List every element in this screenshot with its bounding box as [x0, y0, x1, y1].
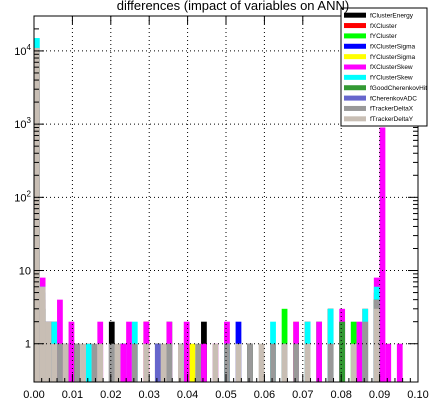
bar	[45, 321, 52, 382]
x-tick-label: 0.01	[62, 389, 83, 401]
legend-swatch	[344, 95, 366, 101]
bar	[166, 343, 173, 382]
legend-label: fXClusterSkew	[370, 64, 413, 71]
y-tick-label: 1	[25, 339, 31, 351]
bar	[281, 343, 288, 382]
series-fTrackerDeltaY	[34, 47, 380, 383]
bar	[160, 343, 167, 382]
legend-label: fXClusterSigma	[370, 43, 416, 50]
bar	[339, 321, 346, 382]
bar	[212, 343, 219, 382]
x-tick-label: 0.04	[177, 389, 198, 401]
bar	[120, 343, 127, 382]
legend: fClusterEnergy fXCluster fYCluster fXCluste…	[340, 7, 428, 127]
bar	[114, 343, 121, 382]
x-tick-label: 0.08	[330, 389, 351, 401]
bar	[396, 343, 403, 382]
legend-label: fTrackerDeltaX	[370, 106, 414, 113]
bar	[195, 343, 202, 382]
bar	[270, 343, 276, 382]
bar	[224, 343, 230, 382]
grid-layer	[34, 16, 418, 382]
bar	[201, 343, 207, 382]
legend-swatch	[344, 23, 366, 29]
x-tick-label: 0.09	[369, 389, 390, 401]
bar	[62, 343, 69, 382]
bar	[34, 47, 40, 383]
bar	[39, 286, 46, 382]
ticks-layer: 0.00 0.01 0.02 0.03 0.04 0.05 0.06 0.07 0.08 0.09…	[14, 16, 429, 401]
legend-label: fYClusterSkew	[370, 75, 413, 82]
bar	[385, 343, 392, 382]
x-tick-label: 0.05	[215, 389, 236, 401]
chart-title: differences (impact of variables on ANN)	[117, 0, 349, 13]
y-tick-label: 10	[19, 266, 31, 278]
bar	[85, 343, 92, 382]
bar	[57, 343, 63, 382]
x-tick-label: 0.10	[407, 389, 428, 401]
bar	[304, 343, 311, 382]
bar	[235, 343, 242, 382]
legend-swatch	[344, 54, 366, 60]
legend-swatch	[344, 12, 366, 18]
bar	[126, 321, 132, 382]
legend-label: fGoodCherenkovHit	[370, 85, 427, 92]
bar	[97, 343, 104, 382]
bar	[154, 343, 161, 382]
bar	[51, 343, 58, 382]
bar	[373, 308, 380, 382]
bar	[379, 127, 386, 382]
bar	[362, 321, 369, 382]
bar	[57, 299, 63, 382]
bar	[356, 321, 363, 382]
legend-label: fClusterEnergy	[370, 12, 414, 19]
x-tick-label: 0.07	[292, 389, 313, 401]
legend-label: fCherenkovADC	[370, 95, 417, 102]
bar	[316, 321, 322, 382]
bar	[258, 343, 265, 382]
bar	[91, 343, 98, 382]
bars-layer	[34, 38, 403, 383]
x-tick-label: 0.02	[100, 389, 121, 401]
legend-label: fTrackerDeltaY	[370, 116, 414, 123]
legend-label: fYClusterSigma	[370, 54, 416, 61]
legend-swatch	[344, 74, 366, 80]
legend-swatch	[344, 116, 366, 122]
bar	[131, 343, 138, 382]
bar	[178, 343, 184, 382]
x-tick-label: 0.06	[254, 389, 275, 401]
x-tick-label: 0.00	[23, 389, 44, 401]
bar	[108, 343, 115, 382]
legend-swatch	[344, 43, 366, 49]
legend-swatch	[344, 64, 366, 70]
legend-swatch	[344, 105, 366, 111]
legend-label: fYCluster	[370, 33, 398, 40]
legend-label: fXCluster	[370, 23, 398, 30]
bar	[80, 343, 86, 382]
bar	[189, 343, 196, 382]
bar	[183, 321, 190, 382]
legend-swatch	[344, 33, 366, 39]
bar	[350, 343, 357, 382]
bar	[247, 343, 253, 382]
bar	[68, 321, 75, 382]
bar	[74, 343, 81, 382]
bar	[143, 343, 150, 382]
legend-swatch	[344, 85, 366, 91]
x-tick-label: 0.03	[138, 389, 159, 401]
bar	[327, 343, 334, 382]
bar	[293, 343, 299, 382]
